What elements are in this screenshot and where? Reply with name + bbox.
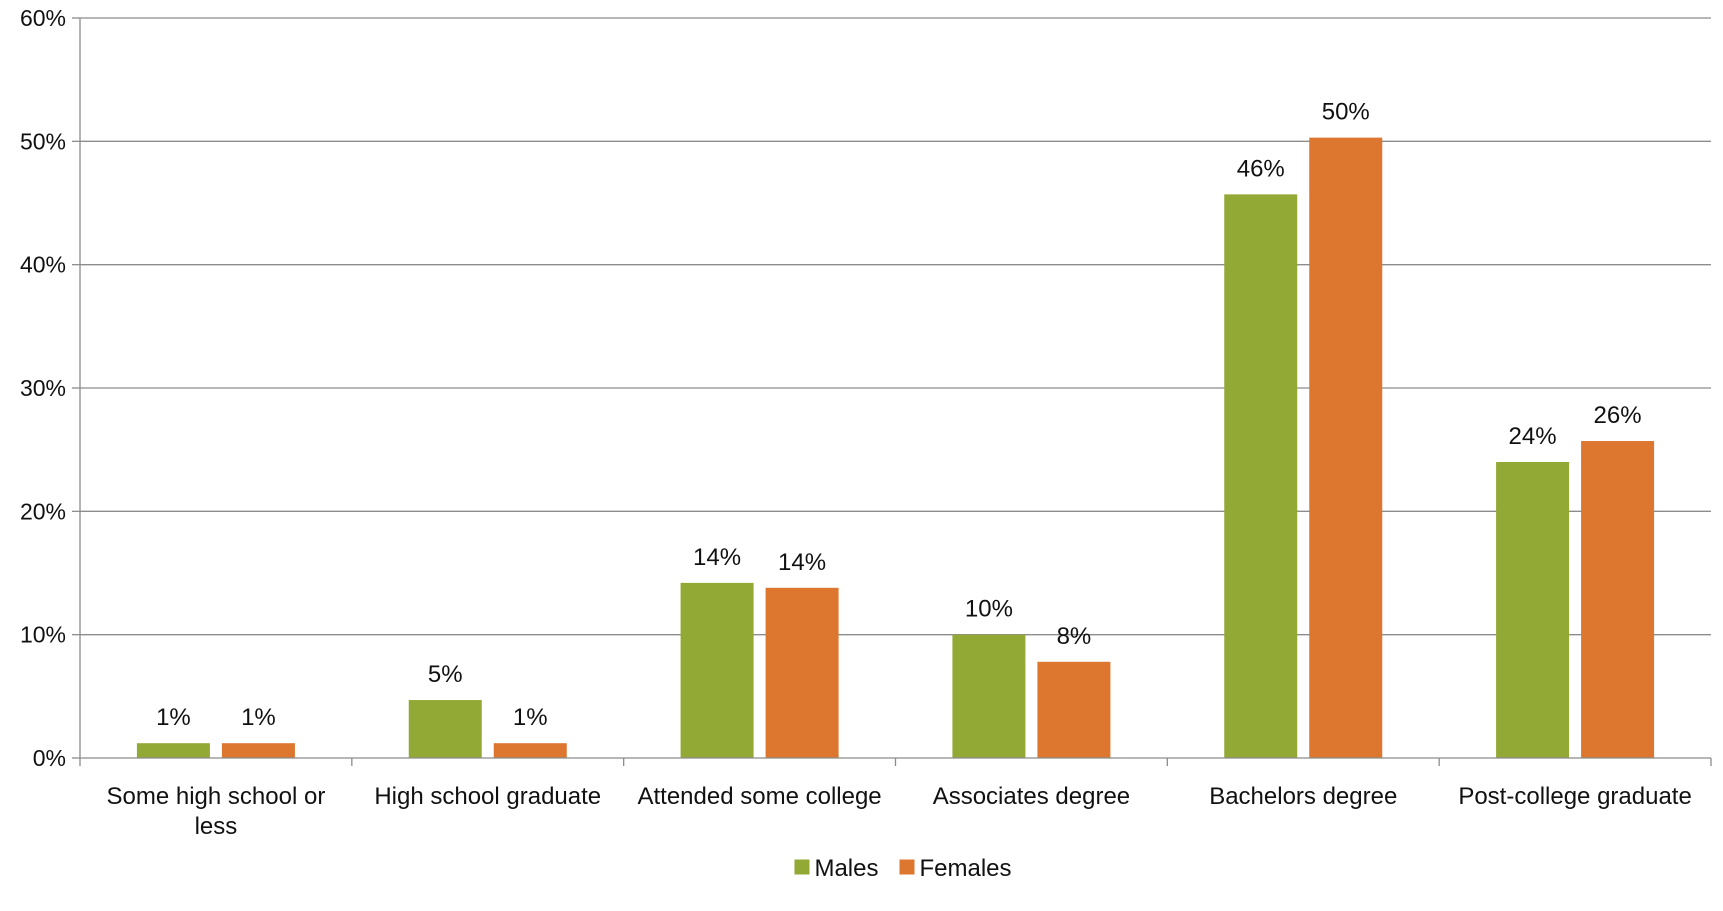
data-label: 14% xyxy=(778,549,826,576)
bar-females xyxy=(1581,441,1655,758)
legend-swatch-females xyxy=(899,859,915,875)
data-label: 1% xyxy=(241,704,276,731)
y-tick-label: 60% xyxy=(20,5,66,31)
y-tick-label: 50% xyxy=(20,128,66,154)
x-category-label-line: Associates degree xyxy=(933,783,1130,810)
x-category-label-line: less xyxy=(195,813,238,840)
x-category-label: Bachelors degree xyxy=(1209,783,1397,810)
data-label: 5% xyxy=(428,661,463,688)
x-category-label-line: Bachelors degree xyxy=(1209,783,1397,810)
bar-females xyxy=(1309,137,1383,759)
bar-males xyxy=(408,700,482,758)
legend-label-males: Males xyxy=(814,855,878,882)
bar-males xyxy=(136,743,210,758)
x-category-label: High school graduate xyxy=(374,783,601,810)
x-category-label-line: Attended some college xyxy=(637,783,881,810)
data-label: 46% xyxy=(1237,155,1285,182)
bar-females xyxy=(765,587,839,758)
data-label: 10% xyxy=(965,596,1013,623)
y-tick-label: 30% xyxy=(20,375,66,401)
x-category-label-line: Some high school or xyxy=(107,783,326,810)
y-axis: 0% 10% 20% 30% 40% 50% 60% xyxy=(20,5,81,771)
data-label: 24% xyxy=(1509,423,1557,450)
bar-females xyxy=(221,743,295,758)
data-label: 14% xyxy=(693,544,741,571)
gridlines xyxy=(80,17,1711,636)
y-tick-label: 20% xyxy=(20,498,66,524)
data-label: 50% xyxy=(1322,99,1370,126)
y-tick-label: 40% xyxy=(20,252,66,278)
data-label: 8% xyxy=(1057,623,1092,650)
bar-males xyxy=(680,582,754,758)
x-axis: Some high school or less High school gradu… xyxy=(79,757,1712,840)
data-label: 1% xyxy=(156,704,191,731)
y-tick-label: 0% xyxy=(33,745,66,771)
bar-females xyxy=(1037,661,1111,758)
bars xyxy=(136,137,1655,759)
data-label: 26% xyxy=(1594,402,1642,429)
legend-label-females: Females xyxy=(919,855,1011,882)
x-category-label-line: Post-college graduate xyxy=(1458,783,1691,810)
bar-females xyxy=(493,743,567,758)
x-category-label: Attended some college xyxy=(637,783,881,810)
legend-swatch-males xyxy=(794,859,810,875)
legend: Males Females xyxy=(794,855,1012,882)
data-label: 1% xyxy=(513,704,548,731)
x-category-label: Associates degree xyxy=(933,783,1130,810)
bar-males xyxy=(1496,462,1570,758)
x-category-label: Some high school or less xyxy=(107,783,326,840)
data-labels: 1% 1% 5% 1% 14% 14% 10% 8% 46% 50% 24% 26% xyxy=(156,99,1642,732)
bar-males xyxy=(952,634,1026,758)
x-category-label-line: High school graduate xyxy=(374,783,601,810)
bar-males xyxy=(1224,194,1298,758)
x-category-label: Post-college graduate xyxy=(1458,783,1691,810)
y-tick-label: 10% xyxy=(20,622,66,648)
